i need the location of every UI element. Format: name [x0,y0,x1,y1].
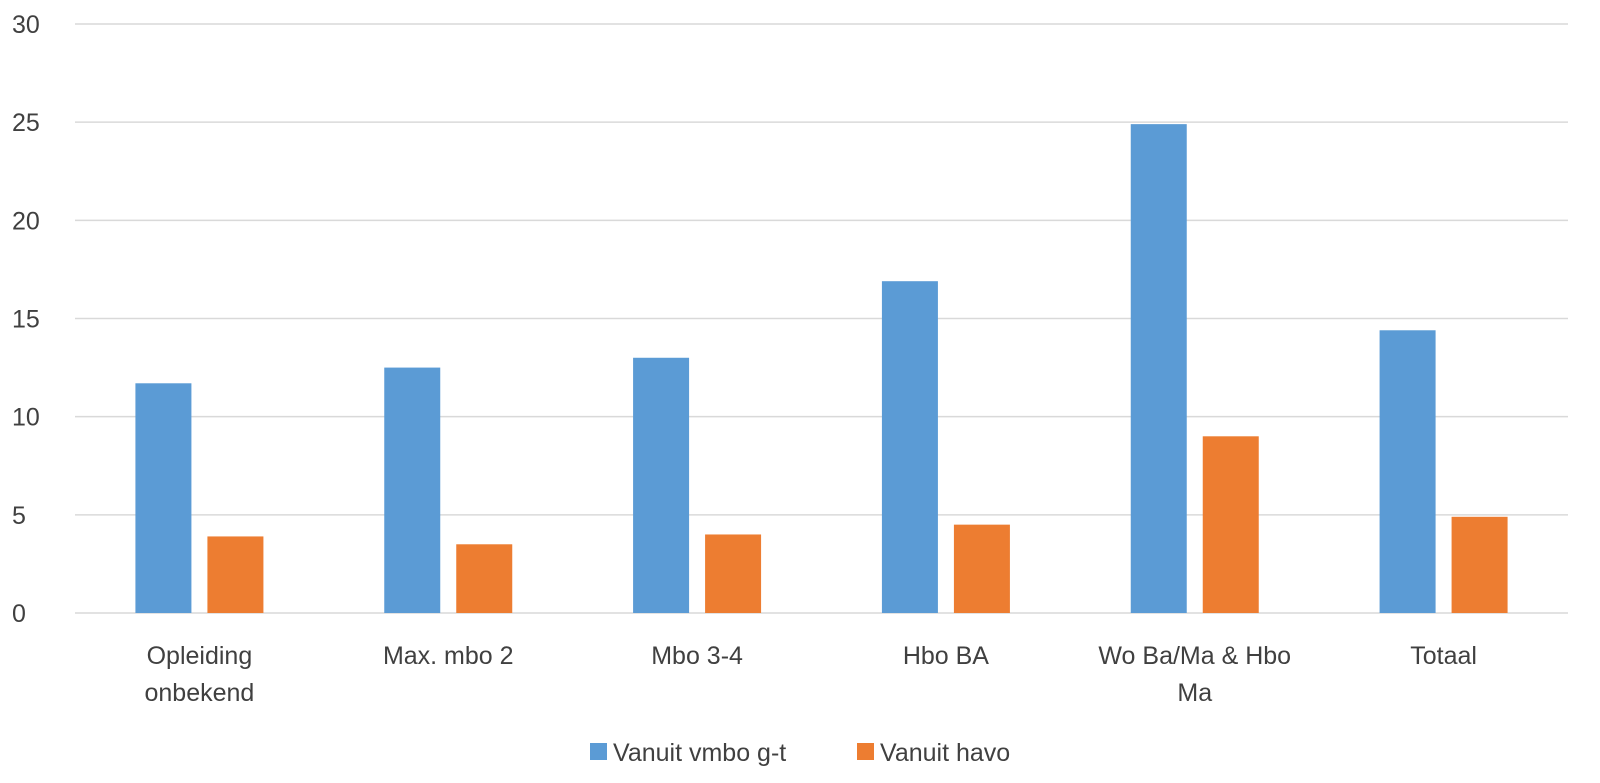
y-tick-label-10: 10 [12,404,40,432]
y-axis-ticks: 0 5 10 15 20 25 30 [12,11,40,628]
x-category-label-3-0: Hbo BA [903,642,989,670]
y-tick-label-20: 20 [12,207,40,235]
bar-vmbo-gt-1 [384,367,441,613]
legend-label-1: Vanuit havo [880,739,1010,767]
x-category-label-0-0: Opleiding [147,642,253,670]
bar-vmbo-gt-5 [1379,330,1436,613]
legend-swatch-1 [857,743,874,760]
bar-havo-3 [953,524,1010,613]
y-tick-label-30: 30 [12,11,40,39]
x-axis-labels: Opleiding onbekend Max. mbo 2 Mbo 3-4 Hbo BA… [145,642,1477,707]
bar-havo-1 [456,544,513,613]
legend: Vanuit vmbo g-t Vanuit havo [590,739,1010,767]
x-category-label-0-1: onbekend [145,679,255,707]
y-tick-label-5: 5 [12,502,26,530]
bar-vmbo-gt-3 [881,281,938,613]
gridlines [75,23,1568,614]
bar-havo-4 [1202,436,1259,613]
y-tick-label-25: 25 [12,109,40,137]
bar-vmbo-gt-4 [1130,124,1187,613]
y-tick-label-15: 15 [12,306,40,334]
x-category-label-5-0: Totaal [1410,642,1477,670]
bar-havo-5 [1451,516,1508,613]
legend-swatch-0 [590,743,607,760]
x-category-label-1-0: Max. mbo 2 [383,642,514,670]
x-category-label-2-0: Mbo 3-4 [651,642,743,670]
legend-label-0: Vanuit vmbo g-t [613,739,786,767]
bar-havo-2 [705,534,762,613]
bar-vmbo-gt-2 [633,357,690,613]
x-category-label-4-0: Wo Ba/Ma & Hbo [1098,642,1291,670]
y-tick-label-0: 0 [12,600,26,628]
bar-vmbo-gt-0 [135,383,192,613]
bars [135,124,1508,613]
bar-havo-0 [207,536,264,613]
x-category-label-4-1: Ma [1177,679,1212,707]
